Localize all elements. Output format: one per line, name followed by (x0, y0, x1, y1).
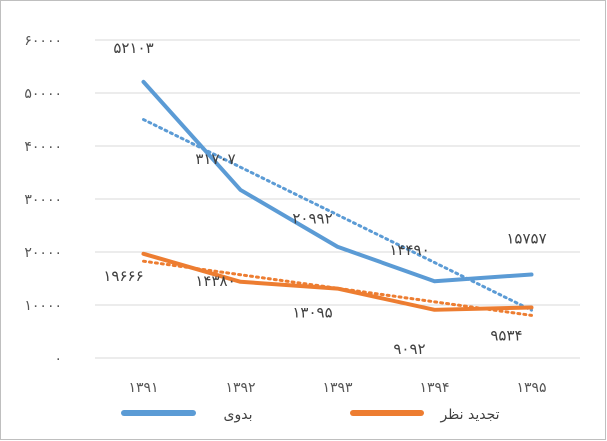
data-label-series-1-point-4: ۹۵۳۴ (490, 326, 522, 344)
x-tick-label-4: ۱۳۹۵ (516, 380, 546, 396)
trendline-series-1 (142, 259, 533, 317)
y-tick-label-4: ۴۰۰۰۰ (24, 139, 62, 155)
x-axis-ticks: ۱۳۹۱ ۱۳۹۲ ۱۳۹۳ ۱۳۹۴ ۱۳۹۵ (128, 380, 546, 396)
y-tick-label-1: ۱۰۰۰۰ (24, 298, 62, 314)
x-tick-label-3: ۱۳۹۴ (419, 380, 449, 396)
data-label-series-0-point-4: ۱۵۷۵۷ (506, 229, 546, 247)
x-tick-label-1: ۱۳۹۲ (225, 380, 255, 396)
gridlines (95, 39, 580, 359)
data-labels: ۵۲۱۰۳ ۳۱۷۰۷ ۲۰۹۹۲ ۱۴۴۹۰ ۱۵۷۵۷ ۱۹۶۶۶ ۱۴۳۸۰ ۱۳۰۹۵… (103, 39, 546, 358)
data-label-series-1-point-2: ۱۳۰۹۵ (292, 304, 332, 322)
y-axis-ticks: ۰ ۱۰۰۰۰ ۲۰۰۰۰ ۳۰۰۰۰ ۴۰۰۰۰ ۵۰۰۰۰ ۶۰۰۰۰ (24, 33, 62, 367)
data-label-series-0-point-2: ۲۰۹۹۲ (292, 210, 332, 228)
data-label-series-0-point-3: ۱۴۴۹۰ (389, 241, 429, 259)
y-tick-label-3: ۳۰۰۰۰ (24, 192, 62, 208)
y-tick-label-0: ۰ (54, 351, 62, 367)
data-label-series-0-point-1: ۳۱۷۰۷ (195, 150, 235, 168)
legend-label-series-0: بدوی (224, 407, 253, 423)
data-label-series-0-point-0: ۵۲۱۰۳ (113, 39, 153, 57)
y-tick-label-6: ۶۰۰۰۰ (24, 33, 62, 49)
data-label-series-1-point-0: ۱۹۶۶۶ (103, 267, 143, 285)
series-lines (141, 79, 534, 312)
legend: بدوی تجدید نظر (121, 407, 500, 423)
line-series-0 (141, 79, 534, 284)
data-label-series-1-point-1: ۱۴۳۸۰ (195, 272, 235, 290)
x-tick-label-0: ۱۳۹۱ (128, 380, 158, 396)
x-tick-label-2: ۱۳۹۳ (322, 380, 353, 396)
line-series-1 (141, 251, 534, 312)
y-tick-label-2: ۲۰۰۰۰ (24, 245, 62, 261)
data-label-series-1-point-3: ۹۰۹۲ (393, 340, 425, 358)
legend-label-series-1: تجدید نظر (439, 407, 499, 423)
y-tick-label-5: ۵۰۰۰۰ (24, 86, 62, 102)
